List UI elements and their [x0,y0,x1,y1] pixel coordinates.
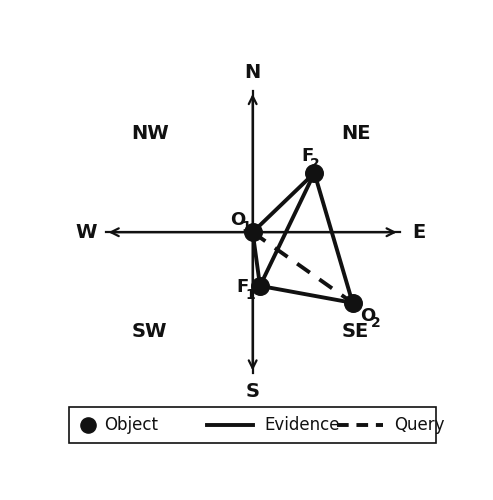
Text: Query: Query [394,416,445,434]
Text: 2: 2 [371,316,380,330]
Text: NE: NE [341,124,370,143]
Text: F: F [301,147,313,165]
Point [256,282,264,290]
Point [84,420,92,428]
Text: Object: Object [104,416,158,434]
Text: O: O [360,306,375,324]
Point [248,228,256,236]
Text: SW: SW [132,322,168,340]
Text: W: W [76,222,97,242]
Text: N: N [245,63,261,82]
Text: E: E [412,222,425,242]
Text: 1: 1 [241,220,251,234]
Text: 1: 1 [246,288,255,302]
Text: 2: 2 [310,157,320,171]
Text: NW: NW [131,124,169,143]
Text: S: S [246,382,260,402]
Text: SE: SE [342,322,369,340]
Text: Evidence: Evidence [264,416,340,434]
Point [311,169,318,177]
Text: O: O [230,210,246,228]
Point [349,299,356,307]
Text: F: F [236,278,248,296]
